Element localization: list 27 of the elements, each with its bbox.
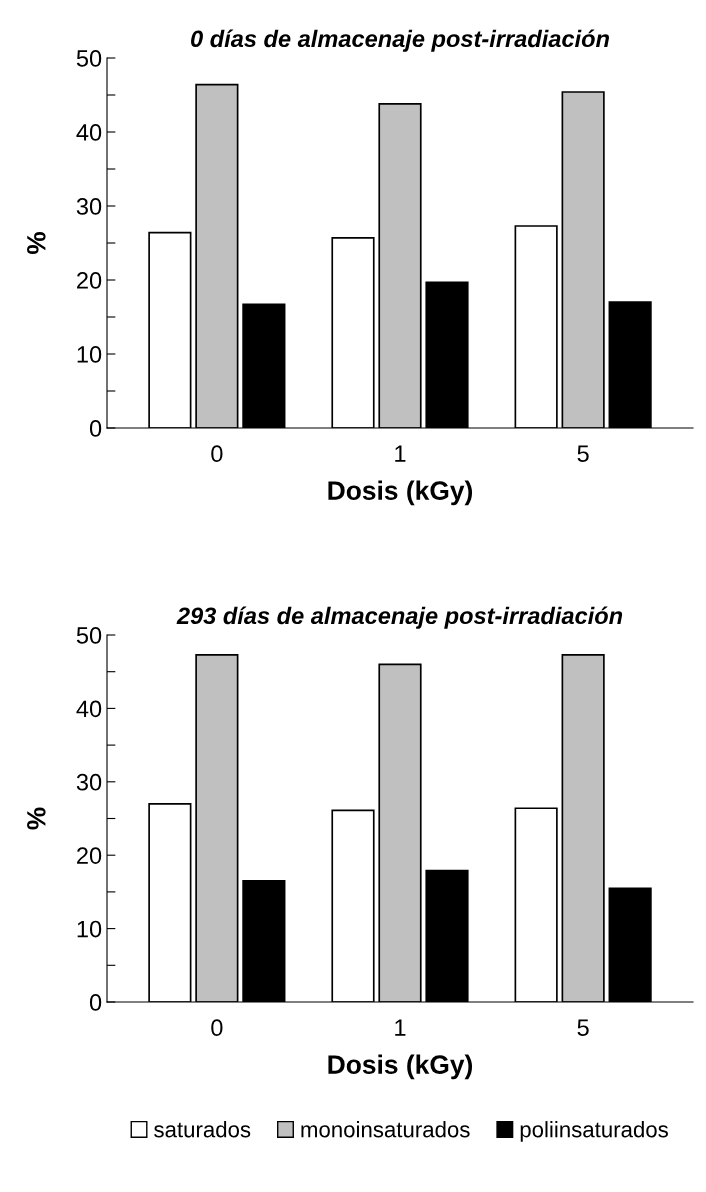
y-tick-label: 10 [77, 920, 102, 938]
y-tick-label: 0 [89, 420, 102, 437]
x-tick-label: 1 [395, 1019, 406, 1036]
y-tick-label: 0 [89, 994, 102, 1011]
legend-label: poliinsaturados [520, 1121, 668, 1142]
x-tick-label: 5 [577, 445, 589, 463]
chart-title: 293 días de almacenaje post-irradiación [176, 606, 623, 629]
y-tick-label: 50 [76, 50, 102, 67]
legend-label: monoinsaturados [301, 1121, 470, 1138]
x-axis-title: Dosis (kGy) [328, 480, 473, 506]
y-tick-label: 10 [77, 346, 102, 363]
y-tick-label: 30 [76, 773, 102, 791]
x-tick-label: 0 [211, 445, 223, 463]
y-axis-title: % [27, 807, 46, 830]
y-tick-label: 40 [76, 700, 102, 718]
x-tick-label: 0 [211, 1019, 223, 1037]
y-tick-label: 30 [76, 198, 102, 215]
x-tick-label: 5 [577, 1019, 589, 1037]
y-tick-label: 40 [76, 124, 102, 141]
legend-label: saturados [154, 1121, 251, 1138]
x-axis-title: Dosis (kGy) [328, 1054, 473, 1080]
y-tick-label: 50 [76, 627, 102, 644]
chart-title: 0 días de almacenaje post-irradiación [191, 29, 609, 52]
y-tick-label: 20 [77, 847, 102, 864]
y-tick-label: 20 [77, 272, 102, 289]
x-tick-label: 1 [395, 445, 406, 462]
y-axis-title: % [27, 231, 46, 255]
